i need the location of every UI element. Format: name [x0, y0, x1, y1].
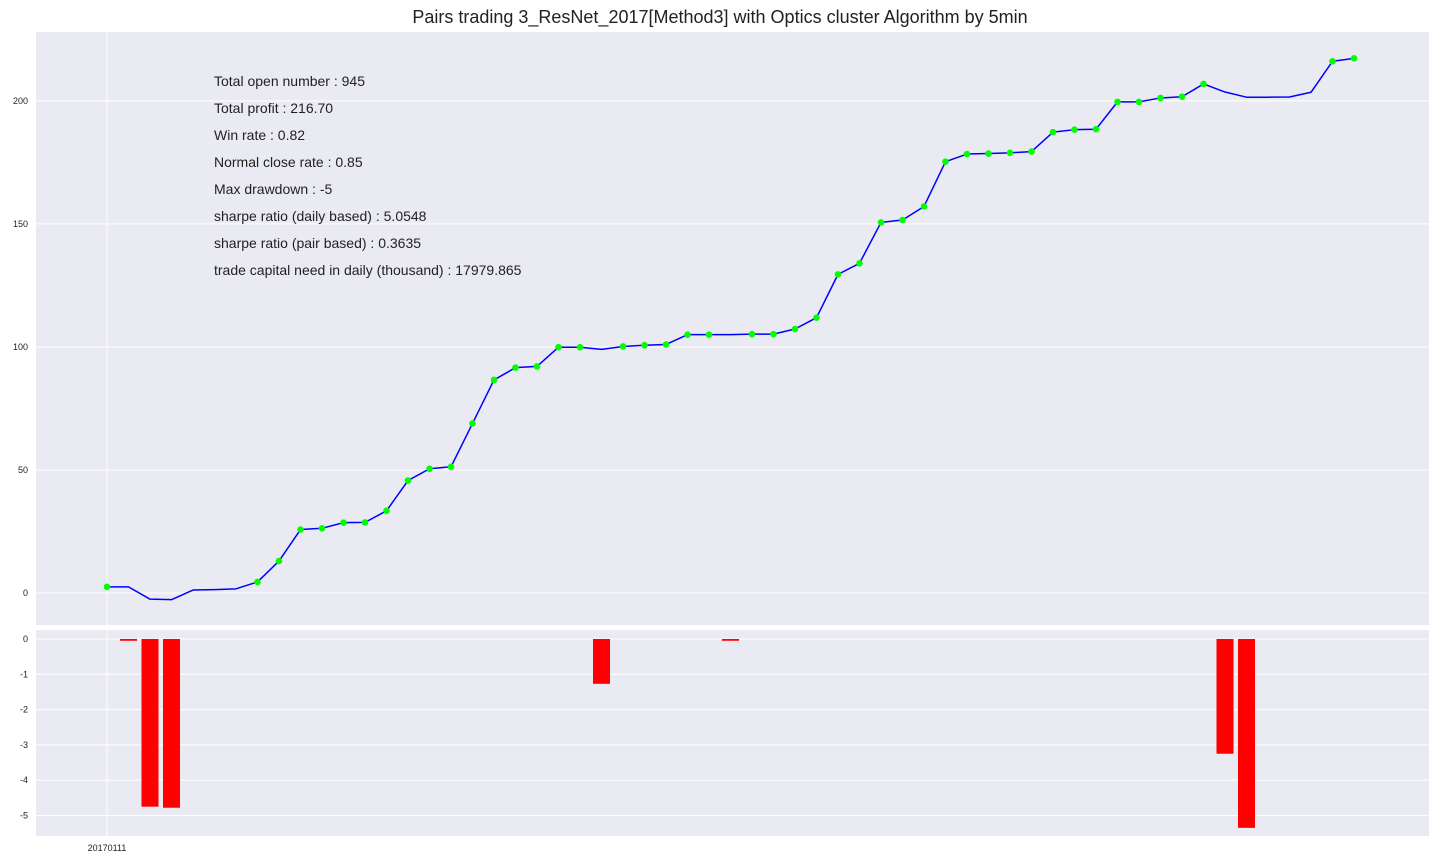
stat-line: sharpe ratio (daily based) : 5.0548: [214, 208, 427, 224]
drawdown-bar: [722, 639, 739, 641]
profit-marker: [447, 463, 455, 471]
profit-marker: [469, 420, 476, 427]
main-y-tick-label: 100: [13, 342, 28, 352]
profit-marker: [1006, 149, 1014, 157]
profit-markers: [103, 55, 1358, 591]
drawdown-y-tick-labels: 0 -1 -2 -3 -4 -5: [20, 634, 28, 821]
drawdown-y-tick-label: -1: [20, 669, 28, 679]
profit-marker: [985, 150, 992, 157]
x-tick-labels: 20170111: [88, 843, 127, 853]
profit-marker: [576, 343, 584, 351]
profit-marker: [1157, 94, 1164, 102]
stats-annotations: Total open number : 945 Total profit : 21…: [214, 73, 522, 278]
profit-marker: [555, 343, 562, 351]
profit-marker: [1049, 128, 1057, 136]
profit-marker: [619, 343, 627, 350]
stat-line: Total open number : 945: [214, 73, 365, 89]
x-tick-label: 20170111: [88, 843, 127, 853]
profit-marker: [512, 364, 519, 371]
profit-marker: [963, 150, 971, 158]
profit-marker: [877, 219, 885, 226]
profit-marker: [404, 477, 412, 484]
drawdown-bar: [593, 639, 610, 684]
profit-marker: [1329, 57, 1336, 65]
profit-marker: [1350, 55, 1358, 62]
profit-marker: [942, 158, 949, 165]
profit-marker: [748, 330, 756, 338]
main-y-tick-label: 150: [13, 219, 28, 229]
profit-marker: [340, 519, 347, 526]
drawdown-y-tick-label: -3: [20, 740, 28, 750]
profit-marker: [1178, 93, 1186, 101]
profit-marker: [813, 314, 820, 321]
stat-line: Total profit : 216.70: [214, 100, 333, 116]
profit-marker: [254, 578, 261, 586]
drawdown-y-tick-label: -2: [20, 705, 28, 715]
stat-line: Max drawdown : -5: [214, 181, 332, 197]
profit-marker: [791, 325, 799, 333]
profit-marker: [1114, 98, 1121, 106]
profit-marker: [662, 341, 670, 348]
profit-line-group: [107, 57, 1355, 601]
main-grid: [36, 32, 1429, 625]
drawdown-y-tick-label: -5: [20, 811, 28, 821]
profit-marker: [275, 557, 283, 565]
main-y-tick-label: 0: [23, 588, 28, 598]
drawdown-bars: [120, 639, 1255, 828]
profit-marker: [1028, 148, 1035, 155]
main-y-tick-label: 200: [13, 96, 28, 106]
profit-marker: [834, 271, 842, 278]
chart-title: Pairs trading 3_ResNet_2017[Method3] wit…: [412, 7, 1028, 27]
profit-marker: [426, 465, 433, 473]
drawdown-bar: [1216, 639, 1234, 754]
profit-marker: [383, 507, 390, 515]
drawdown-plot-area: [36, 630, 1429, 836]
profit-marker: [899, 216, 906, 224]
stat-line: Win rate : 0.82: [214, 127, 305, 143]
drawdown-bar: [120, 639, 137, 641]
profit-marker: [1092, 125, 1100, 133]
stat-line: Normal close rate : 0.85: [214, 154, 363, 170]
profit-marker: [1071, 126, 1078, 133]
profit-marker: [705, 331, 713, 338]
profit-line: [107, 57, 1355, 601]
profit-marker: [1135, 98, 1143, 106]
profit-marker: [770, 330, 777, 338]
profit-marker: [533, 363, 541, 370]
drawdown-bar: [163, 639, 180, 808]
drawdown-bar: [141, 639, 159, 807]
stat-line: trade capital need in daily (thousand) :…: [214, 262, 522, 278]
profit-marker: [103, 583, 111, 591]
main-y-tick-labels: 0 50 100 150 200: [13, 96, 28, 598]
drawdown-y-tick-label: 0: [23, 634, 28, 644]
profit-marker: [297, 526, 304, 533]
stat-line: sharpe ratio (pair based) : 0.3635: [214, 235, 421, 251]
drawdown-y-tick-label: -4: [20, 775, 28, 785]
profit-marker: [856, 259, 863, 267]
drawdown-bar: [1238, 639, 1255, 828]
profit-marker: [361, 519, 369, 526]
profit-marker: [318, 524, 326, 532]
profit-marker: [920, 203, 928, 210]
main-plot-area: [36, 32, 1429, 625]
profit-marker: [1200, 80, 1207, 88]
profit-marker: [641, 341, 648, 349]
main-y-tick-label: 50: [18, 465, 28, 475]
profit-marker: [684, 331, 691, 338]
profit-marker: [490, 376, 498, 384]
